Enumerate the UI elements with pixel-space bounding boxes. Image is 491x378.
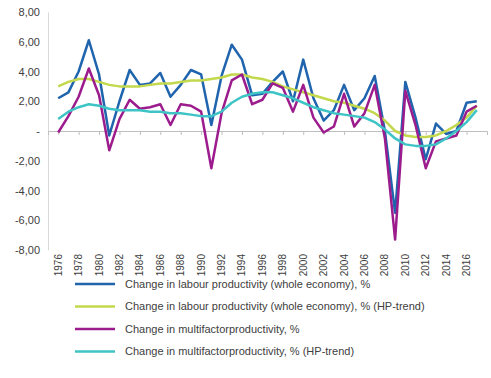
x-tick-label: 2000 xyxy=(298,254,309,277)
legend: Change in labour productivity (whole eco… xyxy=(75,278,425,358)
x-tick-mark xyxy=(344,131,345,135)
y-tick-label: 2,00 xyxy=(19,95,40,107)
x-tick xyxy=(99,131,100,135)
x-tick-mark xyxy=(467,131,468,135)
series-line xyxy=(58,69,477,240)
x-tick-mark xyxy=(119,131,120,135)
y-tick-label: - xyxy=(36,125,40,137)
x-tick-label: 1976 xyxy=(53,254,64,277)
x-tick xyxy=(181,131,182,135)
y-tick: 8,00 xyxy=(19,6,48,18)
x-tick xyxy=(283,131,284,135)
y-tick-label: 4,00 xyxy=(19,66,40,78)
x-tick-label: 1998 xyxy=(277,254,288,277)
x-tick xyxy=(242,131,243,135)
y-tick: -6,00 xyxy=(15,214,48,226)
x-tick-mark xyxy=(426,131,427,135)
y-tick-label: -8,00 xyxy=(15,244,40,256)
x-tick xyxy=(467,131,468,135)
series-line xyxy=(58,92,477,146)
x-tick-mark xyxy=(140,131,141,135)
x-tick xyxy=(344,131,345,135)
legend-label: Change in labour productivity (whole eco… xyxy=(125,300,425,312)
x-tick xyxy=(262,131,263,135)
y-tick-label: -4,00 xyxy=(15,185,40,197)
x-tick xyxy=(160,131,161,135)
y-tick: -2,00 xyxy=(15,155,48,167)
x-tick-mark xyxy=(283,131,284,135)
x-tick-mark xyxy=(99,131,100,135)
x-tick-label: 2012 xyxy=(420,254,431,277)
x-tick-mark xyxy=(303,131,304,135)
series-line xyxy=(58,74,477,136)
x-tick-label: 1982 xyxy=(114,254,125,277)
x-tick-mark xyxy=(201,131,202,135)
legend-key xyxy=(75,350,115,353)
x-tick-label: 1990 xyxy=(196,254,207,277)
y-tick-label: -2,00 xyxy=(15,155,40,167)
x-tick-labels: 1976 1978 1980 1982 1984 1986 1988 1990 1992 1994… xyxy=(53,254,472,277)
x-tick-label: 1980 xyxy=(94,254,105,277)
y-tick: -4,00 xyxy=(15,185,48,197)
x-tick xyxy=(119,131,120,135)
legend-key xyxy=(75,328,115,331)
x-tick-label: 1988 xyxy=(175,254,186,277)
x-tick xyxy=(426,131,427,135)
y-tick: 2,00 xyxy=(19,95,48,107)
x-tick-mark xyxy=(262,131,263,135)
x-tick-label: 2016 xyxy=(461,254,472,277)
x-tick xyxy=(201,131,202,135)
x-tick-mark xyxy=(242,131,243,135)
legend-label: Change in multifactorproductivity, % xyxy=(125,323,300,335)
x-tick-label: 2002 xyxy=(318,254,329,277)
x-tick-label: 2004 xyxy=(339,254,350,277)
chart: -8,00-6,00-4,00-2,00-2,004,006,008,00197… xyxy=(0,0,491,378)
x-tick-mark xyxy=(160,131,161,135)
x-tick xyxy=(222,131,223,135)
x-tick-label: 1992 xyxy=(216,254,227,277)
legend-label: Change in labour productivity (whole eco… xyxy=(125,278,370,290)
x-tick-label: 2010 xyxy=(400,254,411,277)
x-tick xyxy=(303,131,304,135)
x-tick-label: 2008 xyxy=(379,254,390,277)
x-tick-label: 2006 xyxy=(359,254,370,277)
x-tick xyxy=(79,131,80,135)
x-tick-label: 1978 xyxy=(73,254,84,277)
x-tick-label: 1996 xyxy=(257,254,268,277)
x-tick-label: 1986 xyxy=(155,254,166,277)
x-tick-label: 1994 xyxy=(236,254,247,277)
y-tick: - xyxy=(36,125,48,137)
x-tick-mark xyxy=(222,131,223,135)
legend-key xyxy=(75,283,115,286)
series-line xyxy=(58,40,477,213)
y-tick: 6,00 xyxy=(19,36,48,48)
y-tick-label: 6,00 xyxy=(19,36,40,48)
legend-key xyxy=(75,305,115,308)
x-tick-label: 1984 xyxy=(134,254,145,277)
x-tick-label: 2014 xyxy=(441,254,452,277)
legend-label: Change in multifactorproductivity, % (HP… xyxy=(125,345,354,357)
x-tick-mark xyxy=(79,131,80,135)
x-tick xyxy=(140,131,141,135)
x-tick xyxy=(364,131,365,135)
y-tick-label: 8,00 xyxy=(19,6,40,18)
x-tick-mark xyxy=(181,131,182,135)
x-tick-mark xyxy=(364,131,365,135)
y-tick: -8,00 xyxy=(15,244,48,256)
lines xyxy=(58,40,477,239)
y-tick-label: -6,00 xyxy=(15,214,40,226)
y-axis: -8,00-6,00-4,00-2,00-2,004,006,008,00 xyxy=(15,6,49,256)
y-tick: 4,00 xyxy=(19,66,48,78)
